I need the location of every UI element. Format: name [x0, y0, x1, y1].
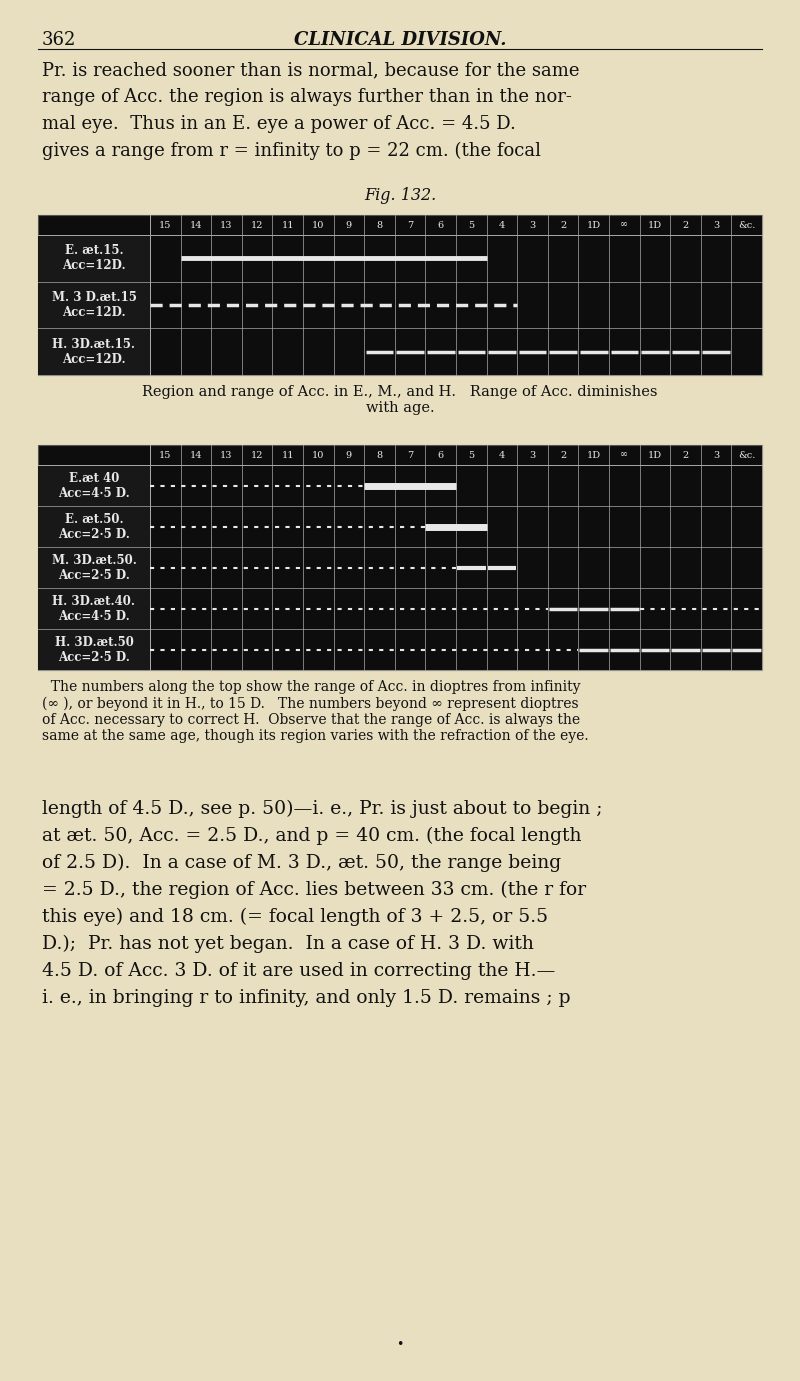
Text: The numbers along the top show the range of Acc. in dioptres from infinity
(∞ ),: The numbers along the top show the range… [42, 679, 589, 743]
Text: 2: 2 [682, 221, 689, 229]
Text: this eye) and 18 cm. (= focal length of 3 + 2.5, or 5.5: this eye) and 18 cm. (= focal length of … [42, 907, 548, 927]
Text: mal eye.  Thus in an E. eye a power of Acc. = 4.5 D.: mal eye. Thus in an E. eye a power of Ac… [42, 115, 516, 133]
Text: 6: 6 [438, 221, 444, 229]
Text: Region and range of Acc. in E., M., and H.   Range of Acc. diminishes
with age.: Region and range of Acc. in E., M., and … [142, 385, 658, 416]
Text: &c.: &c. [738, 221, 755, 229]
Text: 6: 6 [438, 450, 444, 460]
Text: 11: 11 [282, 450, 294, 460]
Text: H. 3D.æt.15.
Acc=12D.: H. 3D.æt.15. Acc=12D. [53, 338, 135, 366]
Text: 9: 9 [346, 221, 352, 229]
Text: 4: 4 [498, 450, 505, 460]
Text: ∞: ∞ [620, 221, 628, 229]
Text: 7: 7 [407, 450, 414, 460]
Text: 2: 2 [682, 450, 689, 460]
Text: 13: 13 [220, 450, 233, 460]
Text: H. 3D.æt.40.
Acc=4·5 D.: H. 3D.æt.40. Acc=4·5 D. [53, 594, 135, 623]
Text: E. æt.15.
Acc=12D.: E. æt.15. Acc=12D. [62, 244, 126, 272]
Text: E. æt.50.
Acc=2·5 D.: E. æt.50. Acc=2·5 D. [58, 512, 130, 540]
Text: 362: 362 [42, 30, 76, 48]
Text: M. 3D.æt.50.
Acc=2·5 D.: M. 3D.æt.50. Acc=2·5 D. [51, 554, 137, 581]
Text: 15: 15 [159, 221, 171, 229]
Text: 2: 2 [560, 450, 566, 460]
Text: 1D: 1D [648, 221, 662, 229]
Text: 4.5 D. of Acc. 3 D. of it are used in correcting the H.—: 4.5 D. of Acc. 3 D. of it are used in co… [42, 963, 555, 981]
Text: 12: 12 [251, 221, 263, 229]
Bar [38, 215, 762, 376]
Bar [38, 282, 150, 329]
Text: 14: 14 [190, 221, 202, 229]
Text: H. 3D.æt.50
Acc=2·5 D.: H. 3D.æt.50 Acc=2·5 D. [54, 635, 134, 663]
Text: 8: 8 [377, 221, 382, 229]
Text: D.);  Pr. has not yet began.  In a case of H. 3 D. with: D.); Pr. has not yet began. In a case of… [42, 935, 534, 953]
Text: 5: 5 [468, 221, 474, 229]
Text: Pr. is reached sooner than is normal, because for the same: Pr. is reached sooner than is normal, be… [42, 61, 579, 79]
Text: •: • [396, 1338, 404, 1351]
Text: = 2.5 D., the region of Acc. lies between 33 cm. (the r for: = 2.5 D., the region of Acc. lies betwee… [42, 881, 586, 899]
Text: 12: 12 [251, 450, 263, 460]
Text: ∞: ∞ [620, 450, 628, 460]
Text: range of Acc. the region is always further than in the nor-: range of Acc. the region is always furth… [42, 88, 572, 106]
Text: 3: 3 [530, 450, 536, 460]
Bar [38, 465, 150, 505]
Text: at æt. 50, Acc. = 2.5 D., and p = 40 cm. (the focal length: at æt. 50, Acc. = 2.5 D., and p = 40 cm.… [42, 827, 582, 845]
Text: 11: 11 [282, 221, 294, 229]
Text: 10: 10 [312, 221, 325, 229]
Bar [38, 235, 150, 282]
Text: CLINICAL DIVISION.: CLINICAL DIVISION. [294, 30, 506, 48]
Text: 14: 14 [190, 450, 202, 460]
Text: 4: 4 [498, 221, 505, 229]
Text: gives a range from r = infinity to p = 22 cm. (the focal: gives a range from r = infinity to p = 2… [42, 142, 541, 160]
Text: 8: 8 [377, 450, 382, 460]
Text: i. e., in bringing r to infinity, and only 1.5 D. remains ; p: i. e., in bringing r to infinity, and on… [42, 989, 570, 1007]
Text: 3: 3 [713, 221, 719, 229]
Text: 5: 5 [468, 450, 474, 460]
Text: 3: 3 [530, 221, 536, 229]
Bar [38, 588, 150, 628]
Text: 3: 3 [713, 450, 719, 460]
Text: 2: 2 [560, 221, 566, 229]
Text: Fig. 132.: Fig. 132. [364, 186, 436, 204]
Text: 1D: 1D [648, 450, 662, 460]
Bar [38, 547, 150, 588]
Bar [38, 505, 150, 547]
Text: E.æt 40
Acc=4·5 D.: E.æt 40 Acc=4·5 D. [58, 471, 130, 500]
Text: 13: 13 [220, 221, 233, 229]
Text: M. 3 D.æt.15
Acc=12D.: M. 3 D.æt.15 Acc=12D. [51, 291, 137, 319]
Bar [38, 628, 150, 670]
Bar [38, 329, 150, 376]
Bar [38, 445, 762, 670]
Text: length of 4.5 D., see p. 50)—i. e., Pr. is just about to begin ;: length of 4.5 D., see p. 50)—i. e., Pr. … [42, 800, 602, 819]
Text: 15: 15 [159, 450, 171, 460]
Text: 1D: 1D [586, 450, 601, 460]
Text: &c.: &c. [738, 450, 755, 460]
Text: 9: 9 [346, 450, 352, 460]
Text: 7: 7 [407, 221, 414, 229]
Text: of 2.5 D).  In a case of M. 3 D., æt. 50, the range being: of 2.5 D). In a case of M. 3 D., æt. 50,… [42, 853, 561, 873]
Text: 1D: 1D [586, 221, 601, 229]
Text: 10: 10 [312, 450, 325, 460]
